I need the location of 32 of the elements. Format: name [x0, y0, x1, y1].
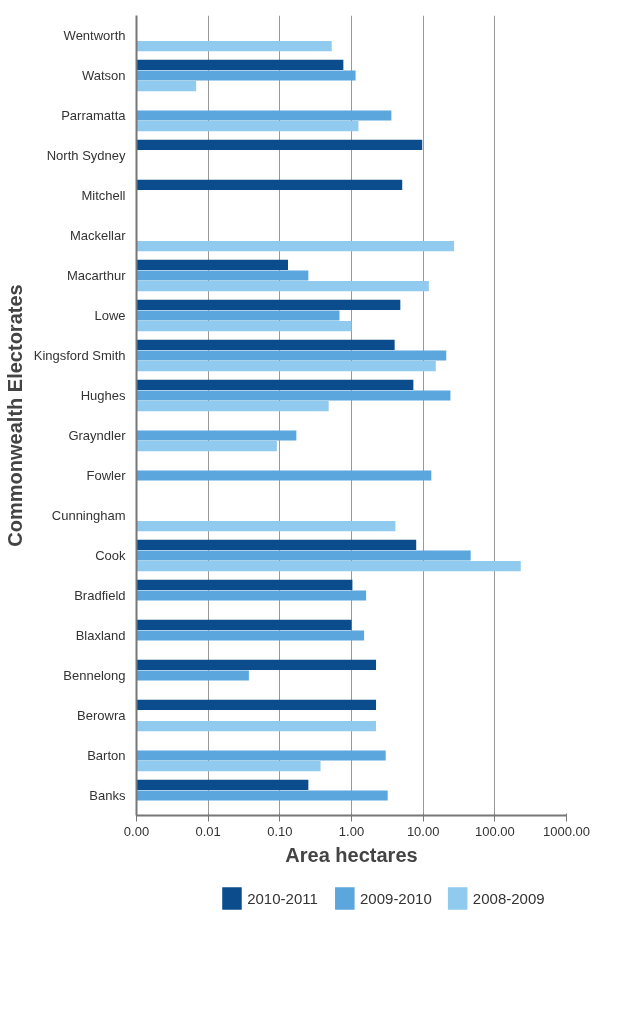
- legend-label: 2010-2011: [247, 889, 318, 907]
- x-tick-label: 0.00: [123, 823, 150, 839]
- x-axis-title: Area hectares: [285, 843, 418, 866]
- y-tick-label: Barton: [87, 748, 126, 763]
- y-tick-label: Mitchell: [81, 188, 126, 203]
- x-tick-label: 1.00: [338, 823, 365, 839]
- x-tick-label: 0.10: [267, 823, 293, 839]
- y-tick-label: Bennelong: [63, 668, 126, 683]
- y-tick-label: Fowler: [86, 468, 127, 483]
- y-tick-label: Mackellar: [69, 228, 127, 243]
- x-tick-label: 100.00: [474, 823, 515, 839]
- y-tick-label: Grayndler: [68, 428, 127, 443]
- y-tick-label: Parramatta: [61, 108, 127, 123]
- y-tick-label: Cook: [95, 548, 126, 563]
- y-tick-label: Banks: [89, 788, 126, 803]
- y-tick-label: Macarthur: [66, 268, 127, 283]
- y-axis-title: Commonwealth Electorates: [3, 284, 26, 547]
- x-tick-label: 10.00: [406, 823, 440, 839]
- y-tick-label: Watson: [81, 68, 126, 83]
- y-tick-label: Blaxland: [75, 628, 126, 643]
- x-tick-label: 0.01: [195, 823, 221, 839]
- y-tick-label: Berowra: [77, 708, 127, 723]
- x-tick-label: 1000.00: [543, 823, 590, 839]
- y-tick-label: Hughes: [80, 388, 126, 403]
- y-tick-label: Bradfield: [74, 588, 126, 603]
- y-tick-label: Kingsford Smith: [33, 348, 126, 363]
- legend-label: 2009-2010: [360, 889, 432, 907]
- y-tick-label: Cunningham: [51, 508, 126, 523]
- y-tick-label: Wentworth: [63, 28, 126, 43]
- legend-label: 2008-2009: [472, 889, 545, 907]
- y-tick-label: North Sydney: [46, 148, 126, 163]
- y-tick-label: Lowe: [94, 308, 126, 323]
